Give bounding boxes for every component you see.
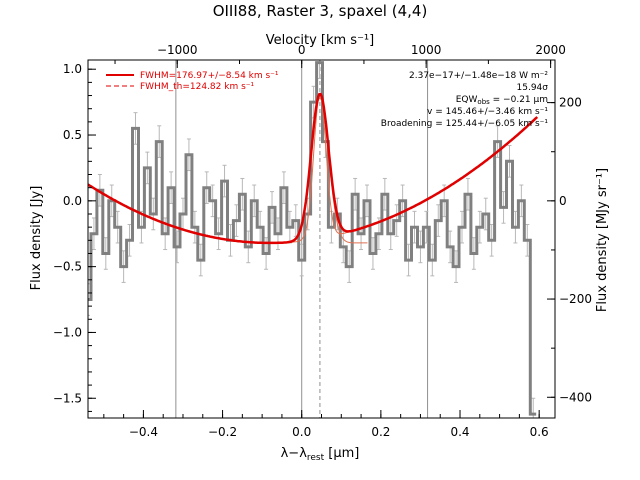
y-tick-label: 0.5	[63, 128, 82, 142]
top-tick-label: 0	[298, 43, 306, 57]
x-tick-label: 0.2	[371, 425, 390, 439]
y-tick-label: 0.0	[63, 194, 82, 208]
plot-area	[88, 60, 539, 418]
chart-title: OIII88, Raster 3, spaxel (4,4)	[213, 2, 428, 20]
x-tick-label: 0.0	[292, 425, 311, 439]
x-axis-label: λ−λrest [μm]	[281, 446, 360, 463]
y-tick-label: 1.0	[63, 62, 82, 76]
right-tick-label: −400	[559, 390, 592, 404]
x-tick-label: 0.4	[450, 425, 469, 439]
annotation-flux: 2.37e−17+/−1.48e−18 W m⁻²	[409, 71, 548, 81]
top-axis-label: Velocity [km s⁻¹]	[266, 33, 374, 48]
fit-curve	[88, 92, 539, 245]
x-tick-label: −0.4	[129, 425, 158, 439]
top-tick-label: −1000	[157, 43, 198, 57]
right-axis-label: Flux density [MJy sr⁻¹]	[595, 168, 610, 312]
axes: −0.4 −0.2 0.0 0.2 0.4 0.6 −1.5 −1.0 −0.5 0.0 0.5 1.…	[53, 43, 592, 439]
top-tick-label: 2000	[535, 43, 566, 57]
right-tick-label: −200	[559, 292, 592, 306]
x-tick-label: 0.6	[530, 425, 549, 439]
y-tick-label: −1.0	[53, 325, 82, 339]
top-tick-label: 1000	[411, 43, 442, 57]
y-tick-label: −0.5	[53, 260, 82, 274]
fit-annotations: 2.37e−17+/−1.48e−18 W m⁻² 15.94σ EQWobs …	[381, 71, 549, 129]
legend-label-fwhm-th: FWHM_th=124.82 km s⁻¹	[140, 82, 255, 92]
annotation-eqw: EQWobs = −0.21 μm	[456, 95, 548, 106]
legend: FWHM=176.97+/−8.54 km s⁻¹ FWHM_th=124.82…	[106, 71, 279, 92]
x-tick-label: −0.2	[208, 425, 237, 439]
annotation-broadening: Broadening = 125.44+/−6.05 km s⁻¹	[381, 119, 549, 129]
annotation-velocity: v = 145.46+/−3.46 km s⁻¹	[427, 107, 548, 117]
right-tick-label: 0	[559, 194, 567, 208]
y-axis-label: Flux density [Jy]	[29, 186, 44, 291]
legend-label-fwhm: FWHM=176.97+/−8.54 km s⁻¹	[140, 71, 279, 81]
y-tick-label: −1.5	[53, 391, 82, 405]
annotation-significance: 15.94σ	[517, 83, 549, 93]
right-tick-label: 200	[559, 96, 582, 110]
